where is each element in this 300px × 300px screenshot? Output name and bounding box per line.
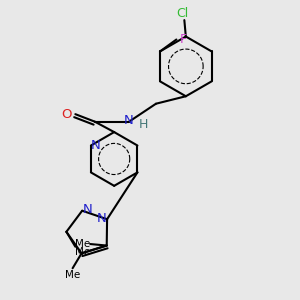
- Text: N: N: [91, 139, 101, 152]
- Text: N: N: [97, 212, 106, 225]
- Text: N: N: [83, 203, 92, 216]
- Text: O: O: [62, 108, 72, 121]
- Text: N: N: [124, 114, 134, 127]
- Text: Me: Me: [75, 247, 90, 257]
- Text: Cl: Cl: [177, 7, 189, 20]
- Text: H: H: [139, 118, 148, 131]
- Text: Me: Me: [75, 239, 91, 249]
- Text: F: F: [179, 33, 187, 46]
- Text: Me: Me: [65, 270, 80, 280]
